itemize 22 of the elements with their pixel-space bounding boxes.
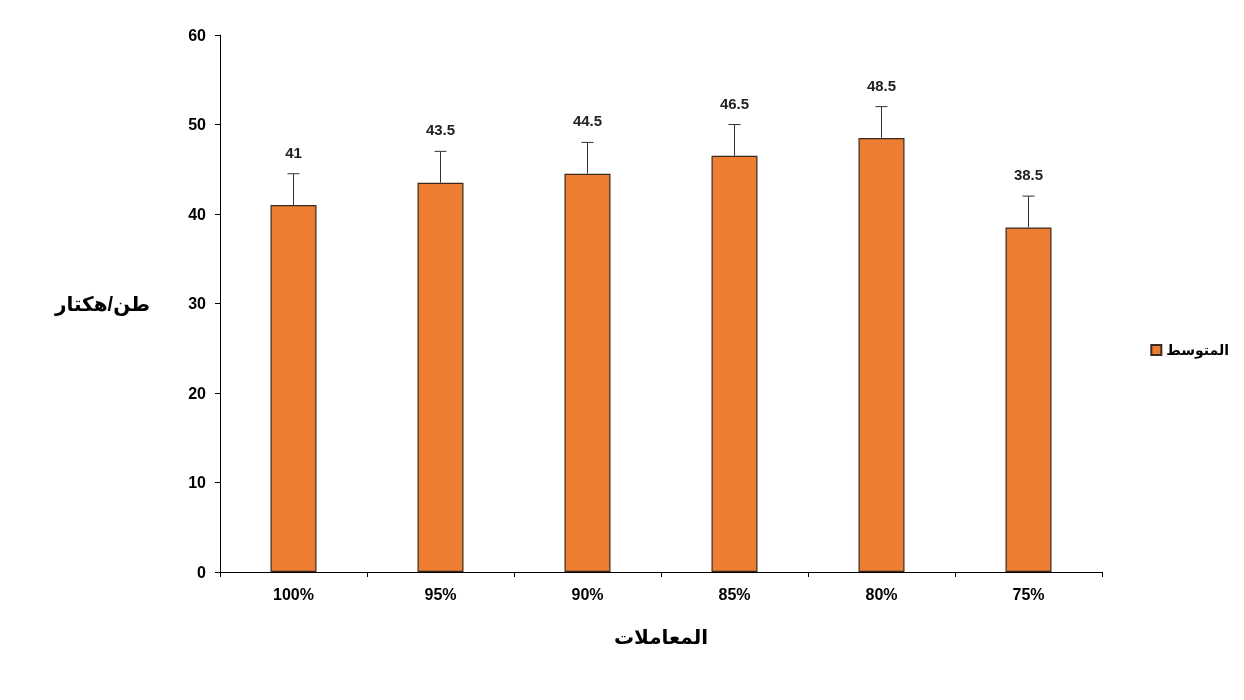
- y-tick-label: 40: [188, 205, 207, 223]
- x-tick-label: 95%: [424, 585, 457, 603]
- data-label: 38.5: [1013, 166, 1044, 184]
- data-label: 44.5: [572, 112, 603, 130]
- y-tick-label: 30: [188, 295, 207, 312]
- x-tick-label: 75%: [1012, 585, 1045, 603]
- legend-label: المتوسط: [1166, 342, 1230, 359]
- y-tick-label: 0: [197, 563, 207, 581]
- x-tick-label: 90%: [571, 585, 604, 603]
- x-axis-title: المعاملات: [613, 626, 709, 648]
- data-label: 48.5: [866, 76, 897, 94]
- data-label: 43.5: [425, 121, 456, 139]
- data-label: 46.5: [719, 94, 750, 112]
- y-tick-label: 50: [188, 116, 207, 133]
- x-tick-label: 85%: [718, 585, 751, 603]
- y-axis-title: طن/هكتار: [53, 292, 150, 316]
- y-tick-label: 60: [188, 26, 207, 44]
- data-label: 41: [285, 143, 302, 161]
- x-tick-label: 80%: [865, 585, 898, 603]
- y-tick-label: 10: [188, 474, 207, 491]
- y-tick-label: 20: [188, 384, 207, 402]
- x-tick-label: 100%: [273, 585, 314, 603]
